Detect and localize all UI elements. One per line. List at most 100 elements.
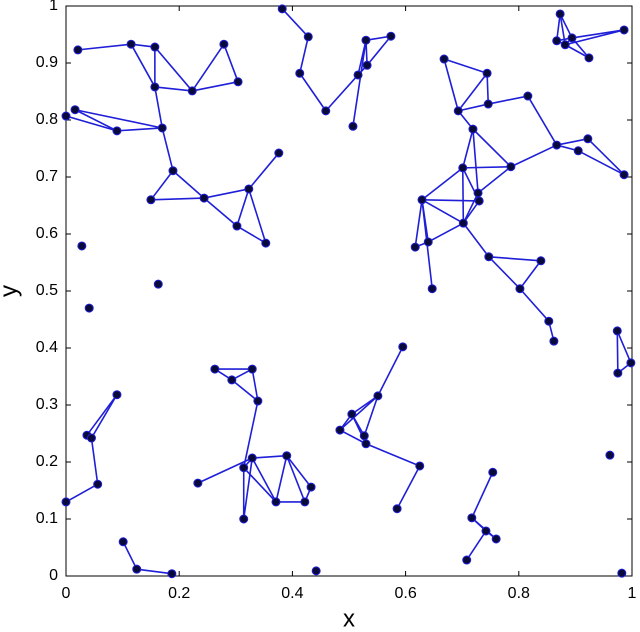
y-axis-title: y [0, 285, 22, 297]
node [453, 106, 463, 116]
edge [154, 46, 193, 92]
node [506, 162, 516, 172]
edge [86, 394, 118, 436]
edge [486, 73, 490, 105]
node [282, 451, 292, 461]
edge [564, 44, 590, 59]
node [93, 479, 103, 489]
edge [421, 167, 464, 201]
node [410, 242, 420, 252]
node [484, 252, 494, 262]
edge [339, 429, 367, 445]
node [481, 526, 491, 536]
edge [150, 197, 205, 201]
edge [472, 128, 512, 168]
edge [510, 144, 558, 168]
edge [377, 346, 404, 397]
edge [203, 188, 249, 199]
node [70, 105, 80, 115]
y-tick-label: 0.2 [36, 453, 58, 470]
node [73, 45, 83, 55]
node [474, 196, 484, 206]
x-tick-label: 0 [62, 585, 71, 602]
edge [236, 188, 250, 227]
node [253, 396, 263, 406]
node [187, 86, 197, 96]
edge [65, 483, 99, 503]
edge [223, 43, 239, 83]
edge [136, 568, 172, 575]
edge [565, 29, 625, 46]
y-tick-label: 0.6 [36, 225, 58, 242]
edge [252, 454, 287, 459]
x-tick-label: 1 [628, 585, 637, 602]
edge [74, 109, 118, 132]
node [482, 68, 492, 78]
node [112, 390, 122, 400]
node [321, 106, 331, 116]
edge [472, 129, 479, 194]
node [555, 9, 565, 19]
node [373, 391, 383, 401]
node [61, 497, 71, 507]
edge [248, 188, 267, 244]
node [274, 148, 284, 158]
node [311, 566, 321, 576]
node [335, 425, 345, 435]
node [132, 564, 142, 574]
node [244, 184, 254, 194]
edge [242, 457, 254, 520]
x-axis-title: x [343, 605, 355, 632]
y-tick-label: 0.4 [36, 339, 58, 356]
edge [150, 170, 174, 201]
edge [443, 58, 460, 112]
edge [77, 43, 132, 51]
edge [357, 40, 367, 76]
edge [130, 43, 156, 88]
node [347, 409, 357, 419]
node [398, 342, 408, 352]
node [613, 368, 623, 378]
node [247, 453, 257, 463]
node [359, 431, 369, 441]
node [483, 99, 493, 109]
edge [462, 200, 480, 224]
edge [251, 457, 277, 503]
edge [191, 43, 225, 92]
edge [161, 127, 174, 171]
node [626, 358, 636, 368]
node [277, 4, 287, 14]
node [271, 497, 281, 507]
node [515, 284, 525, 294]
node [77, 241, 87, 251]
node [552, 36, 562, 46]
node [619, 25, 629, 35]
edge [74, 108, 163, 129]
node [168, 166, 178, 176]
node [544, 316, 554, 326]
node [84, 303, 94, 313]
node [210, 364, 220, 374]
node [549, 336, 559, 346]
edge [366, 35, 392, 66]
node [232, 221, 242, 231]
node [423, 237, 433, 247]
edge [462, 165, 511, 169]
edge [365, 443, 421, 467]
edge [488, 95, 529, 105]
edge [197, 457, 253, 484]
node [427, 284, 437, 294]
y-tick-label: 0.1 [36, 510, 58, 527]
node [362, 60, 372, 70]
edge [203, 197, 238, 227]
node [126, 39, 136, 49]
edge [461, 128, 474, 169]
node [361, 439, 371, 449]
node [552, 140, 562, 150]
edge [577, 150, 625, 176]
edge [457, 72, 488, 112]
plot-frame [65, 5, 633, 577]
edge [243, 467, 277, 503]
edge [616, 330, 619, 374]
